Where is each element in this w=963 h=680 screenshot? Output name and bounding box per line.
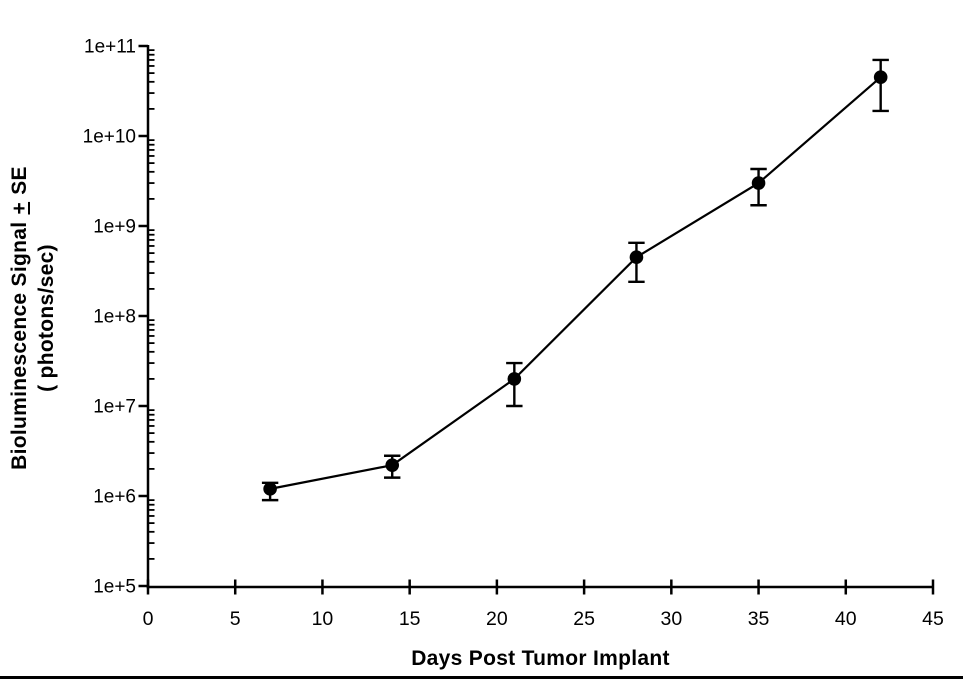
y-axis-tick-label: 1e+9 bbox=[93, 217, 136, 238]
y-title-text: Bioluminescence Signal bbox=[8, 215, 31, 470]
data-point-marker bbox=[263, 482, 277, 496]
y-axis-tick-label: 1e+6 bbox=[93, 487, 136, 508]
x-axis-tick-label: 20 bbox=[486, 608, 508, 630]
y-title-se-text: SE bbox=[8, 166, 31, 201]
series-line bbox=[269, 76, 882, 490]
data-point-marker bbox=[507, 372, 522, 386]
x-axis-title: Days Post Tumor Implant bbox=[411, 647, 670, 670]
x-axis-tick-label: 15 bbox=[399, 608, 421, 630]
y-axis-title-line2: ( photons/sec) bbox=[35, 244, 58, 392]
data-point-marker bbox=[873, 70, 888, 85]
data-point-marker bbox=[629, 250, 644, 265]
y-axis-title: Bioluminescence Signal + SE ( photons/se… bbox=[6, 166, 60, 470]
y-axis-tick-label: 1e+10 bbox=[83, 127, 136, 148]
x-axis-tick-label: 0 bbox=[143, 608, 154, 630]
x-axis-tick-label: 25 bbox=[573, 608, 595, 630]
x-axis-tick-label: 5 bbox=[230, 608, 241, 630]
x-axis-tick-label: 35 bbox=[748, 608, 770, 630]
x-axis-tick-label: 45 bbox=[922, 608, 944, 630]
y-axis-tick-label: 1e+5 bbox=[93, 577, 136, 598]
y-axis-tick-label: 1e+8 bbox=[93, 307, 136, 328]
y-axis-tick-label: 1e+7 bbox=[93, 397, 136, 418]
y-axis-title-line1: Bioluminescence Signal + SE bbox=[6, 166, 33, 470]
y-axis-tick-label: 1e+11 bbox=[84, 37, 136, 58]
x-axis-tick-label: 10 bbox=[312, 608, 334, 630]
data-point-marker bbox=[385, 458, 400, 472]
x-axis-tick-label: 40 bbox=[835, 608, 857, 630]
x-axis-tick-label: 30 bbox=[660, 608, 682, 630]
bottom-border-line bbox=[0, 676, 963, 679]
plus-minus-sign: + bbox=[8, 201, 31, 215]
data-point-marker bbox=[751, 176, 766, 190]
